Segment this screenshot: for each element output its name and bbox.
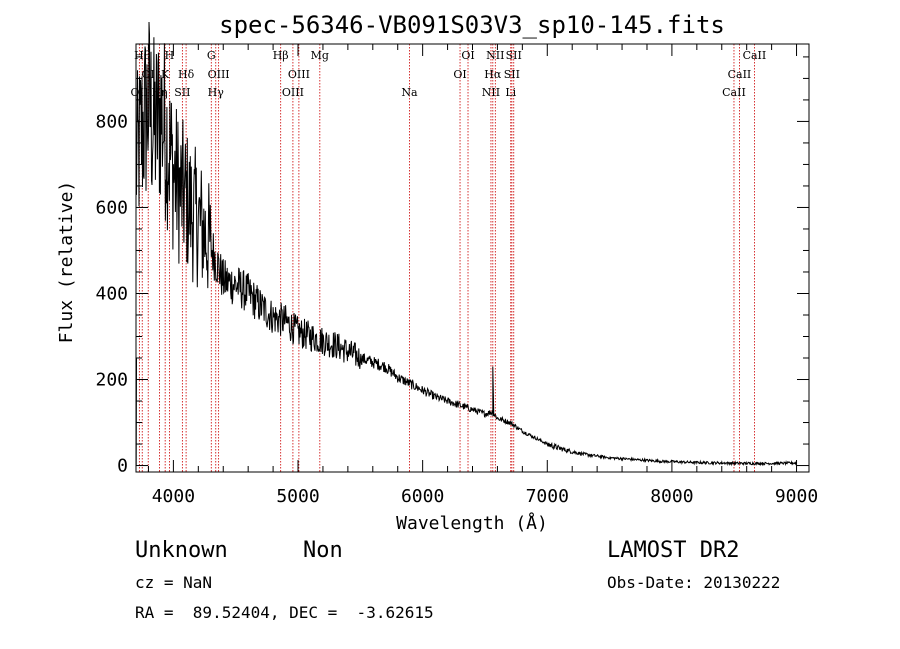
coordinates: RA = 89.52404, DEC = -3.62615 <box>135 603 434 622</box>
line-marker-label-18: NII <box>482 86 500 99</box>
chart-title: spec-56346-VB091S03V3_sp10-145.fits <box>219 11 725 39</box>
line-marker-label-12: OIII <box>282 86 304 99</box>
x-tick-label-1: 5000 <box>276 486 319 507</box>
line-marker-label-4: K <box>161 68 170 81</box>
line-marker-label-1: Hθ <box>134 49 151 62</box>
line-marker-label-13: OIII <box>288 68 310 81</box>
survey-name: LAMOST DR2 <box>607 538 740 563</box>
line-marker-label-7: Hδ <box>178 68 195 81</box>
line-marker-label-9: Hγ <box>208 86 225 99</box>
line-marker-label-26: CaII <box>743 49 767 62</box>
y-axis-label: Flux (relative) <box>56 181 77 344</box>
y-axis-ticks: 0 200 400 600 800 <box>95 56 809 477</box>
object-subclass: Non <box>303 538 343 563</box>
line-marker-label-22: SII <box>504 68 520 81</box>
obs-date: Obs-Date: 20130222 <box>607 573 781 592</box>
line-marker-label-14: Mg <box>311 49 329 62</box>
line-marker-label-23: SII <box>506 49 522 62</box>
line-marker-label-10: OIII <box>208 68 230 81</box>
x-tick-label-3: 7000 <box>526 486 569 507</box>
line-marker-label-8: G <box>207 49 216 62</box>
object-class: Unknown <box>135 538 228 563</box>
line-marker-label-20: NII <box>486 49 504 62</box>
line-marker-label-24: CaII <box>722 86 746 99</box>
x-tick-label-5: 9000 <box>775 486 818 507</box>
x-tick-label-2: 6000 <box>401 486 444 507</box>
line-marker-label-19: Hα <box>484 68 502 81</box>
y-tick-label-3: 600 <box>95 197 128 218</box>
x-axis-ticks: 4000 5000 6000 7000 8000 9000 <box>147 44 818 507</box>
redshift-value: cz = NaN <box>135 573 213 592</box>
line-marker-label-15: Na <box>401 86 418 99</box>
y-tick-label-4: 800 <box>95 111 128 132</box>
line-marker-label-5: H <box>165 49 175 62</box>
y-tick-label-2: 400 <box>95 283 128 304</box>
line-markers <box>138 44 755 472</box>
line-marker-label-16: OI <box>453 68 466 81</box>
y-tick-label-1: 200 <box>95 370 128 391</box>
plot-frame <box>135 43 810 473</box>
line-marker-label-17: OI <box>461 49 474 62</box>
x-tick-label-0: 4000 <box>152 486 195 507</box>
line-marker-labels: OIIHθOIHηKHSIIHδGHγOIIIHβOIIIOIIIMgNaOIO… <box>131 49 767 99</box>
line-marker-label-2: OI <box>142 68 155 81</box>
x-axis-label: Wavelength (Å) <box>396 512 548 534</box>
line-marker-label-3: Hη <box>151 86 167 99</box>
y-tick-label-0: 0 <box>117 456 128 477</box>
line-marker-label-25: CaII <box>728 68 752 81</box>
x-tick-label-4: 8000 <box>650 486 693 507</box>
line-marker-label-21: Li <box>505 86 516 99</box>
spectrum-series-line <box>135 21 797 467</box>
line-marker-label-11: Hβ <box>273 49 289 62</box>
line-marker-label-6: SII <box>174 86 190 99</box>
